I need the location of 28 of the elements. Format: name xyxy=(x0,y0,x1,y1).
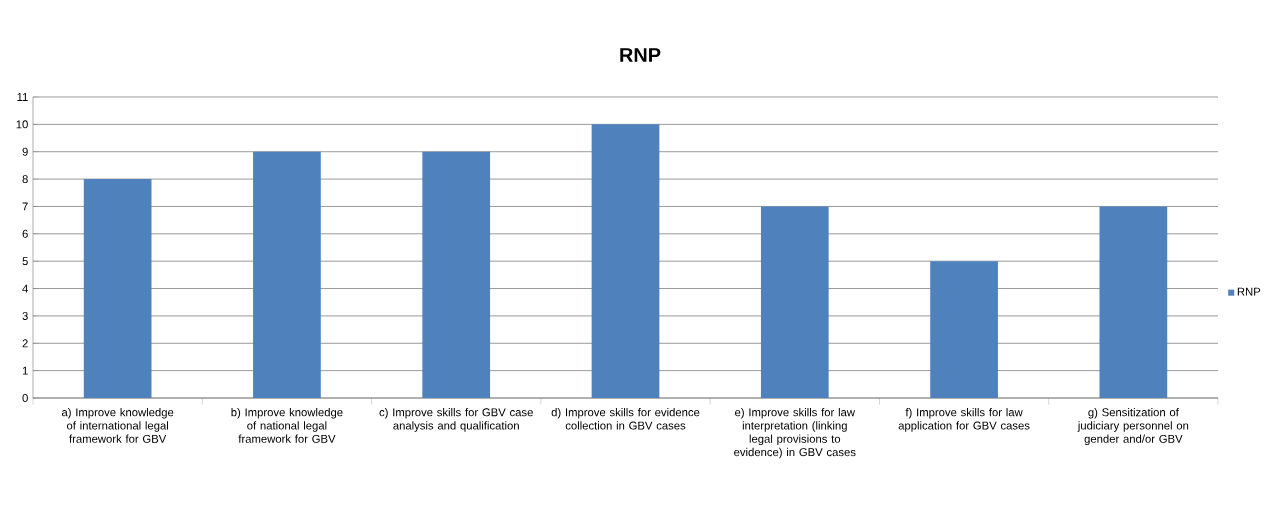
bar xyxy=(422,151,491,398)
bar xyxy=(930,261,998,398)
x-tick-label: b) Improve knowledge of national legal framework for GBV xyxy=(231,408,343,443)
y-tick-label: 2 xyxy=(22,339,28,348)
x-tick-label: c) Improve skills for GBV case analysis and qualification xyxy=(379,408,533,432)
bar xyxy=(253,151,321,398)
x-tick-label: d) Improve skills for evidence collection in GBV cases xyxy=(551,408,700,430)
y-tick-label: 8 xyxy=(22,175,28,184)
bar xyxy=(83,179,152,398)
bar xyxy=(760,206,829,398)
y-tick-label: 1 xyxy=(22,366,28,375)
x-tick-label: f) Improve skills for law application for GBV cases xyxy=(898,408,1030,432)
x-tick-label: e) Improve skills for law interpretation (linking legal provisions to evidence) in GBV cases xyxy=(734,408,856,459)
y-tick-label: 4 xyxy=(22,284,28,293)
y-tick-label: 10 xyxy=(16,120,28,129)
x-tick-label: a) Improve knowledge of international legal framework for GBV xyxy=(61,408,174,443)
chart-title: RNP xyxy=(620,48,661,62)
y-tick-label: 5 xyxy=(22,257,28,266)
y-tick-label: 9 xyxy=(22,147,28,156)
y-tick-label: 0 xyxy=(22,394,28,402)
bar xyxy=(1099,206,1168,398)
y-tick-label: 11 xyxy=(17,93,28,101)
y-tick-label: 6 xyxy=(22,229,28,238)
bar xyxy=(591,124,660,398)
legend-label: RNP xyxy=(1237,287,1261,296)
y-tick-label: 7 xyxy=(22,202,28,211)
y-tick-label: 3 xyxy=(22,311,28,320)
x-tick-label: g) Sensitization of judiciary personnel on gender and/or GBV xyxy=(1077,408,1189,446)
